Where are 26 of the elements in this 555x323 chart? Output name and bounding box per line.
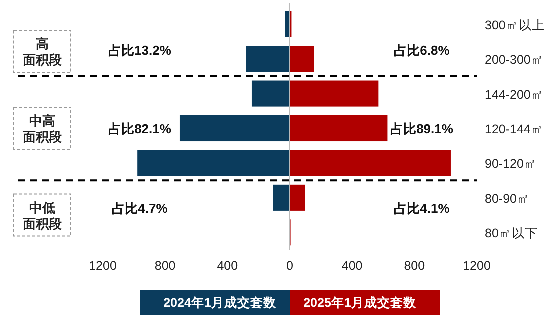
y-tick-label: 300㎡以上 — [485, 18, 545, 32]
text: 面积段 — [22, 130, 63, 144]
text: 中低 — [30, 200, 56, 216]
annotation: 占比6.8% — [394, 43, 450, 58]
x-tick-label: 800 — [404, 259, 426, 273]
y-tick-label: 80㎡以下 — [485, 226, 538, 241]
text: 中高 — [30, 114, 56, 128]
y-tick-label: 200-300㎡ — [485, 53, 544, 68]
annotation: 占比89.1% — [390, 122, 454, 136]
y-tick-label: 80-90㎡ — [485, 192, 530, 206]
annotation: 占比4.7% — [112, 200, 168, 216]
y-tick-label: 90-120㎡ — [485, 157, 537, 172]
text: 面积段 — [22, 216, 63, 232]
y-tick-label: 144-200㎡ — [485, 88, 544, 102]
x-tick-label: 400 — [217, 259, 238, 273]
x-tick-label: 1200 — [463, 259, 491, 273]
text: 面积段 — [22, 52, 63, 68]
annotation: 占比82.1% — [108, 122, 172, 136]
annotation: 占比13.2% — [108, 43, 172, 58]
x-tick-label: 1200 — [89, 259, 117, 273]
text: 高 — [36, 36, 49, 52]
y-tick-label: 120-144㎡ — [485, 122, 544, 136]
x-tick-label: 0 — [286, 259, 294, 273]
x-tick-label: 800 — [154, 259, 176, 273]
annotation: 占比4.1% — [394, 200, 450, 216]
x-tick-label: 400 — [342, 259, 363, 273]
